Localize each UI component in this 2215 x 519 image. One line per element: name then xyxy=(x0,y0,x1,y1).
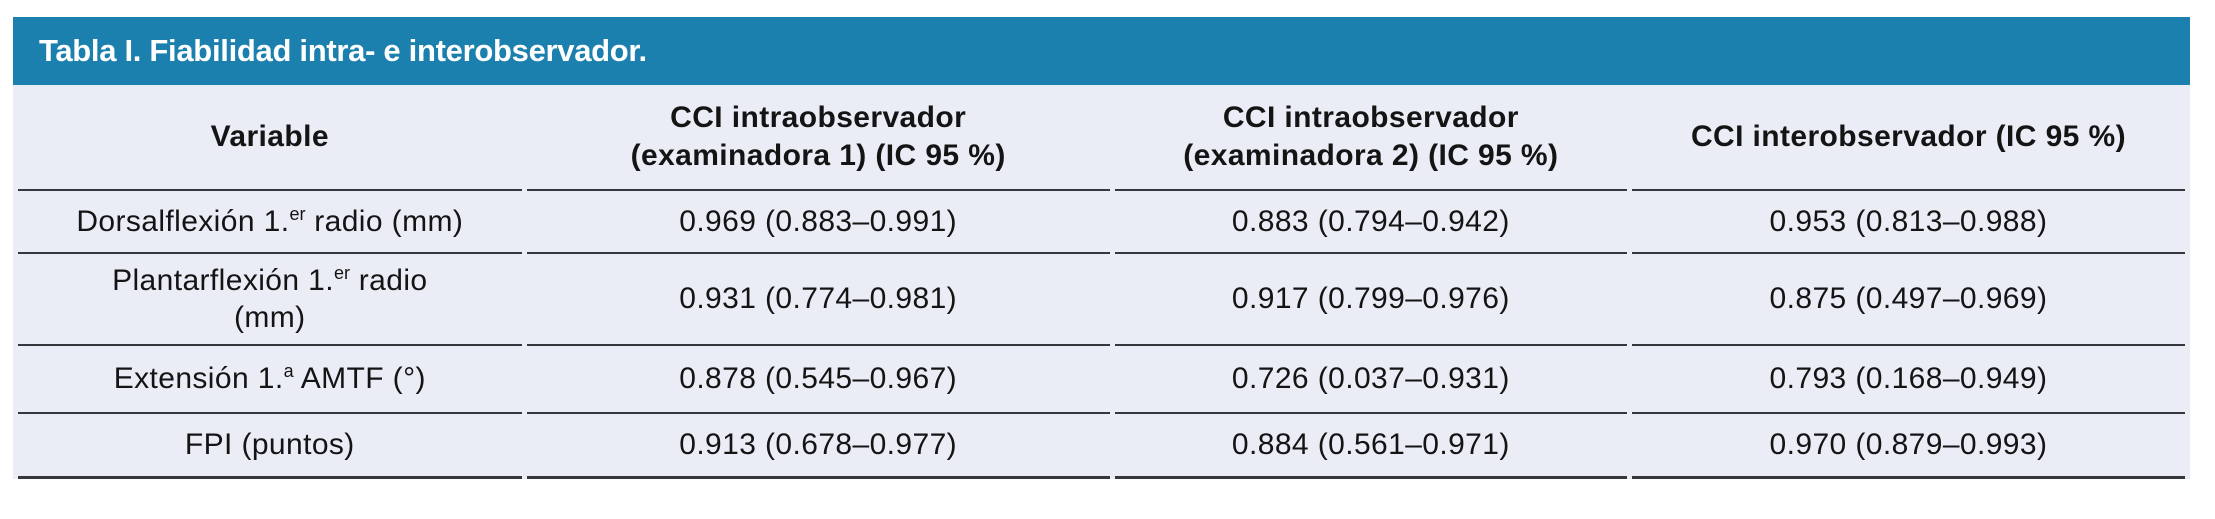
column-header-line1: CCI intraobservador xyxy=(670,100,967,134)
variable-name-text: Extensión 1. xyxy=(113,362,284,396)
variable-name: Extensión 1.a AMTF (°) xyxy=(18,360,522,398)
variable-name-line2: (mm) xyxy=(234,301,306,334)
variable-name: FPI (puntos) xyxy=(18,426,522,464)
variable-name-text: radio (mm) xyxy=(305,204,464,238)
value-cell: 0.969 (0.883–0.991) xyxy=(526,191,1110,254)
variable-name: Plantarflexión 1.er radio xyxy=(18,262,522,300)
column-header-variable: Variable xyxy=(18,85,522,191)
value-cell: 0.726 (0.037–0.931) xyxy=(1114,346,1627,414)
variable-name-text: AMTF (°) xyxy=(293,362,426,396)
variable-cell: Plantarflexión 1.er radio (mm) xyxy=(18,254,522,346)
table-title: Tabla I. Fiabilidad intra- e interobserv… xyxy=(39,33,647,68)
variable-name-superscript: er xyxy=(334,262,351,283)
value-cell: 0.884 (0.561–0.971) xyxy=(1114,414,1627,479)
column-header-line1: CCI intraobservador xyxy=(1222,100,1519,134)
table-row: Extensión 1.a AMTF (°) 0.878 (0.545–0.96… xyxy=(18,346,2185,414)
value-cell: 0.878 (0.545–0.967) xyxy=(526,346,1110,414)
variable-name-text: Plantarflexión 1. xyxy=(112,263,335,297)
value-cell: 0.953 (0.813–0.988) xyxy=(1631,191,2185,254)
value-cell: 0.970 (0.879–0.993) xyxy=(1631,414,2185,479)
reliability-table: Tabla I. Fiabilidad intra- e interobserv… xyxy=(13,17,2190,479)
variable-cell: Dorsalflexión 1.er radio (mm) xyxy=(18,191,522,254)
value-cell: 0.793 (0.168–0.949) xyxy=(1631,346,2185,414)
column-header-line1: Variable xyxy=(210,119,329,153)
column-header-cci-inter: CCI interobservador (IC 95 %) xyxy=(1631,85,2185,191)
column-header-line2: (examinadora 2) (IC 95 %) xyxy=(1183,139,1559,172)
variable-name-superscript: a xyxy=(283,361,294,382)
value-cell: 0.913 (0.678–0.977) xyxy=(526,414,1110,479)
table-row: FPI (puntos) 0.913 (0.678–0.977) 0.884 (… xyxy=(18,414,2185,479)
data-table: Variable CCI intraobservador (examinador… xyxy=(13,85,2190,479)
variable-name: Dorsalflexión 1.er radio (mm) xyxy=(18,203,522,241)
header-row: Variable CCI intraobservador (examinador… xyxy=(18,85,2185,191)
variable-name-text: Dorsalflexión 1. xyxy=(76,204,290,238)
value-cell: 0.883 (0.794–0.942) xyxy=(1114,191,1627,254)
table-row: Dorsalflexión 1.er radio (mm) 0.969 (0.8… xyxy=(18,191,2185,254)
variable-name-text: radio xyxy=(350,263,428,297)
table-title-bar: Tabla I. Fiabilidad intra- e interobserv… xyxy=(13,17,2190,85)
value-cell: 0.875 (0.497–0.969) xyxy=(1631,254,2185,346)
column-header-cci-intra-2: CCI intraobservador (examinadora 2) (IC … xyxy=(1114,85,1627,191)
value-cell: 0.931 (0.774–0.981) xyxy=(526,254,1110,346)
column-header-cci-intra-1: CCI intraobservador (examinadora 1) (IC … xyxy=(526,85,1110,191)
variable-name-text: FPI (puntos) xyxy=(184,428,355,462)
table-row: Plantarflexión 1.er radio (mm) 0.931 (0.… xyxy=(18,254,2185,346)
variable-cell: FPI (puntos) xyxy=(18,414,522,479)
value-cell: 0.917 (0.799–0.976) xyxy=(1114,254,1627,346)
column-header-line1: CCI interobservador (IC 95 %) xyxy=(1690,119,2126,153)
variable-cell: Extensión 1.a AMTF (°) xyxy=(18,346,522,414)
variable-name-superscript: er xyxy=(289,203,306,224)
column-header-line2: (examinadora 1) (IC 95 %) xyxy=(630,139,1006,172)
